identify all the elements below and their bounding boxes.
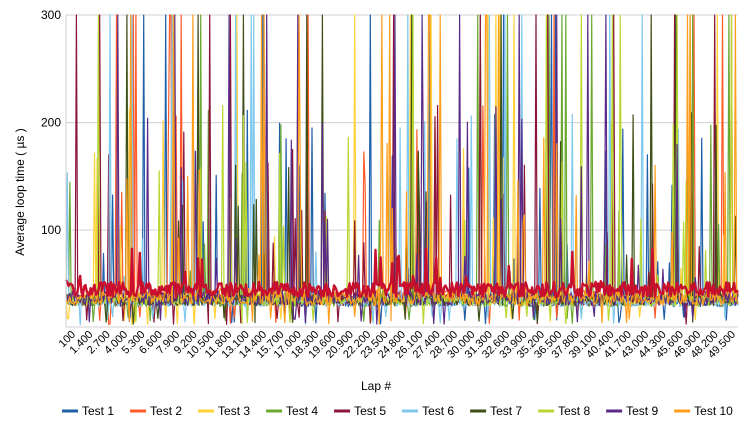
legend-label: Test 9 (626, 404, 658, 418)
legend-label: Test 4 (286, 404, 318, 418)
legend-label: Test 2 (150, 404, 182, 418)
x-axis-title: Lap # (361, 379, 391, 393)
legend-label: Test 6 (422, 404, 454, 418)
legend: Test 1 Test 2 Test 3 Test 4 Test 5 Test 6 Test… (62, 404, 733, 418)
series-line-average (64, 247, 739, 299)
series-line-test-10 (65, 14, 739, 325)
y-tick-label: 300 (41, 8, 61, 22)
y-tick-label: 200 (41, 116, 61, 130)
legend-label: Test 8 (558, 404, 590, 418)
legend-label: Test 7 (490, 404, 522, 418)
y-axis-title: Average loop time ( µs ) (13, 128, 27, 255)
legend-label: Test 3 (218, 404, 250, 418)
series-layer (64, 14, 739, 326)
axes: 1002003001001.4002.7004.0005.3006.6007.9… (41, 8, 738, 361)
legend-label: Test 5 (354, 404, 386, 418)
y-tick-label: 100 (41, 223, 61, 237)
legend-label: Test 10 (694, 404, 733, 418)
legend-label: Test 1 (82, 404, 114, 418)
